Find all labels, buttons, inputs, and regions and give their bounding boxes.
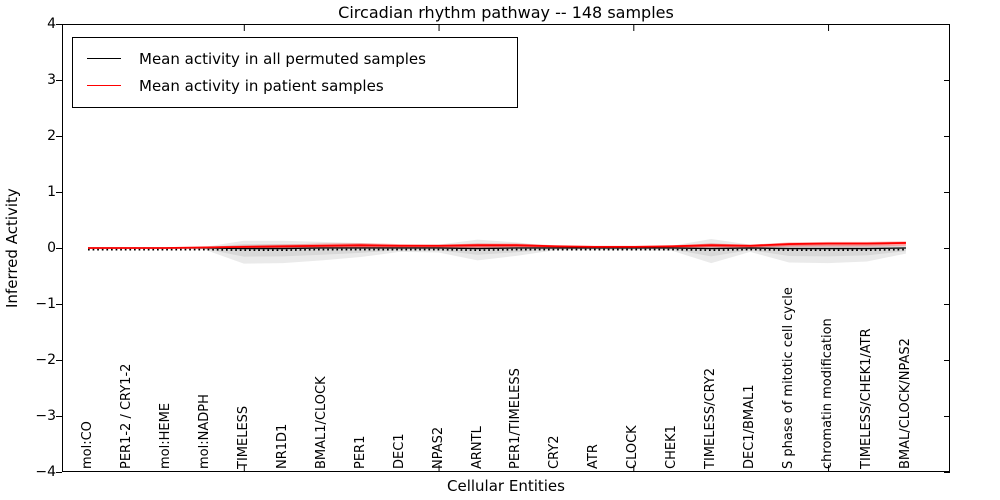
- x-tick-label: PER1/TIMELESS: [508, 368, 524, 469]
- legend-label-patient: Mean activity in patient samples: [139, 76, 384, 95]
- legend-line-permuted-swatch: [87, 58, 121, 59]
- x-tick-label: mol:NADPH: [196, 394, 212, 469]
- y-tick-label: 4: [47, 16, 56, 32]
- y-tick-label: −3: [35, 408, 56, 424]
- x-tick-label: mol:CO: [80, 421, 95, 469]
- y-tick-label: 0: [47, 240, 56, 256]
- legend-label-permuted: Mean activity in all permuted samples: [139, 49, 426, 68]
- line-permuted-mean-dashes: [88, 248, 906, 252]
- chart-title: Circadian rhythm pathway -- 148 samples: [338, 3, 674, 22]
- line-permuted-mean: [88, 247, 906, 250]
- line-patient-mean: [88, 242, 906, 249]
- x-tick-label: S phase of mitotic cell cycle: [781, 287, 797, 469]
- y-tick-label: 3: [47, 72, 56, 88]
- legend-item-patient: Mean activity in patient samples: [87, 72, 507, 99]
- legend: Mean activity in all permuted samples Me…: [72, 37, 518, 108]
- y-tick-label: 1: [47, 184, 56, 200]
- x-tick-label: DEC1/BMAL1: [742, 384, 758, 470]
- x-tick-label: PER1: [352, 435, 368, 469]
- x-tick-label: BMAL1/CLOCK: [313, 376, 329, 469]
- x-tick-label: PER1-2 / CRY1-2: [118, 363, 134, 469]
- legend-line-patient-swatch: [87, 85, 121, 86]
- x-tick-label: CRY2: [547, 435, 563, 470]
- y-tick-label: −2: [35, 352, 56, 368]
- x-tick-label: TIMELESS/CRY2: [703, 367, 719, 469]
- x-tick-label: BMAL/CLOCK/NPAS2: [897, 338, 913, 469]
- band-patient-samples-range: [88, 244, 906, 249]
- x-tick-label: TIMELESS: [235, 405, 251, 469]
- x-tick-label: NPAS2: [430, 426, 446, 469]
- x-tick-label: NR1D1: [274, 423, 290, 469]
- x-tick-label: CLOCK: [625, 425, 641, 469]
- x-axis-label: Cellular Entities: [447, 477, 565, 495]
- y-tick-label: −4: [35, 464, 56, 480]
- x-tick-label: mol:HEME: [157, 402, 173, 469]
- x-tick-label: chromatin modification: [820, 318, 836, 469]
- y-tick-label: 2: [47, 128, 56, 144]
- x-tick-label: TIMELESS/CHEK1/ATR: [859, 328, 874, 469]
- y-tick-label: −1: [35, 296, 56, 312]
- x-tick-label: DEC1: [391, 433, 407, 469]
- x-tick-label: ATR: [586, 444, 602, 469]
- legend-item-permuted: Mean activity in all permuted samples: [87, 45, 507, 72]
- x-tick-label: CHEK1: [664, 425, 680, 469]
- x-tick-label: ARNTL: [469, 426, 485, 469]
